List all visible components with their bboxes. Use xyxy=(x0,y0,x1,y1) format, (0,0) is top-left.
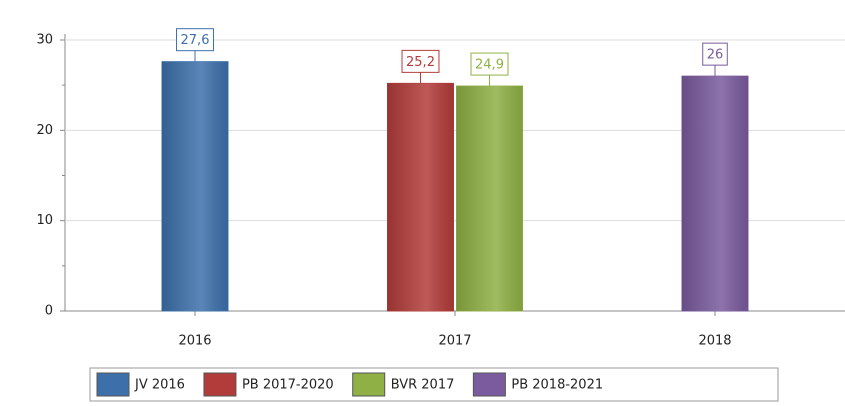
x-tick-label: 2017 xyxy=(438,334,471,349)
legend-swatch xyxy=(472,372,506,397)
x-tick-label: 2016 xyxy=(178,334,211,349)
legend-swatch xyxy=(96,372,130,397)
legend-label: BVR 2017 xyxy=(391,378,455,393)
legend-label: JV 2016 xyxy=(134,378,185,393)
legend-label: PB 2017-2020 xyxy=(242,378,334,393)
legend-label: PB 2018-2021 xyxy=(511,378,603,393)
value-label: 26 xyxy=(707,48,724,63)
bar-shine xyxy=(387,83,454,311)
y-tick-label: 10 xyxy=(36,213,53,228)
y-tick-label: 0 xyxy=(45,304,53,319)
legend-swatch xyxy=(203,372,237,397)
value-label-box xyxy=(401,49,440,73)
value-label-box xyxy=(702,42,728,66)
bar-shine xyxy=(162,61,228,312)
value-label-box xyxy=(470,52,509,76)
x-tick-label: 2018 xyxy=(698,334,731,349)
value-label-box xyxy=(176,28,214,52)
value-label: 27,6 xyxy=(181,33,210,48)
bar-shine xyxy=(682,76,748,311)
value-label: 25,2 xyxy=(406,55,435,70)
legend-swatch xyxy=(352,372,386,397)
y-tick-label: 30 xyxy=(36,33,53,48)
bar-shine xyxy=(456,86,523,311)
y-tick-label: 20 xyxy=(36,123,53,138)
value-label: 24,9 xyxy=(475,58,504,73)
